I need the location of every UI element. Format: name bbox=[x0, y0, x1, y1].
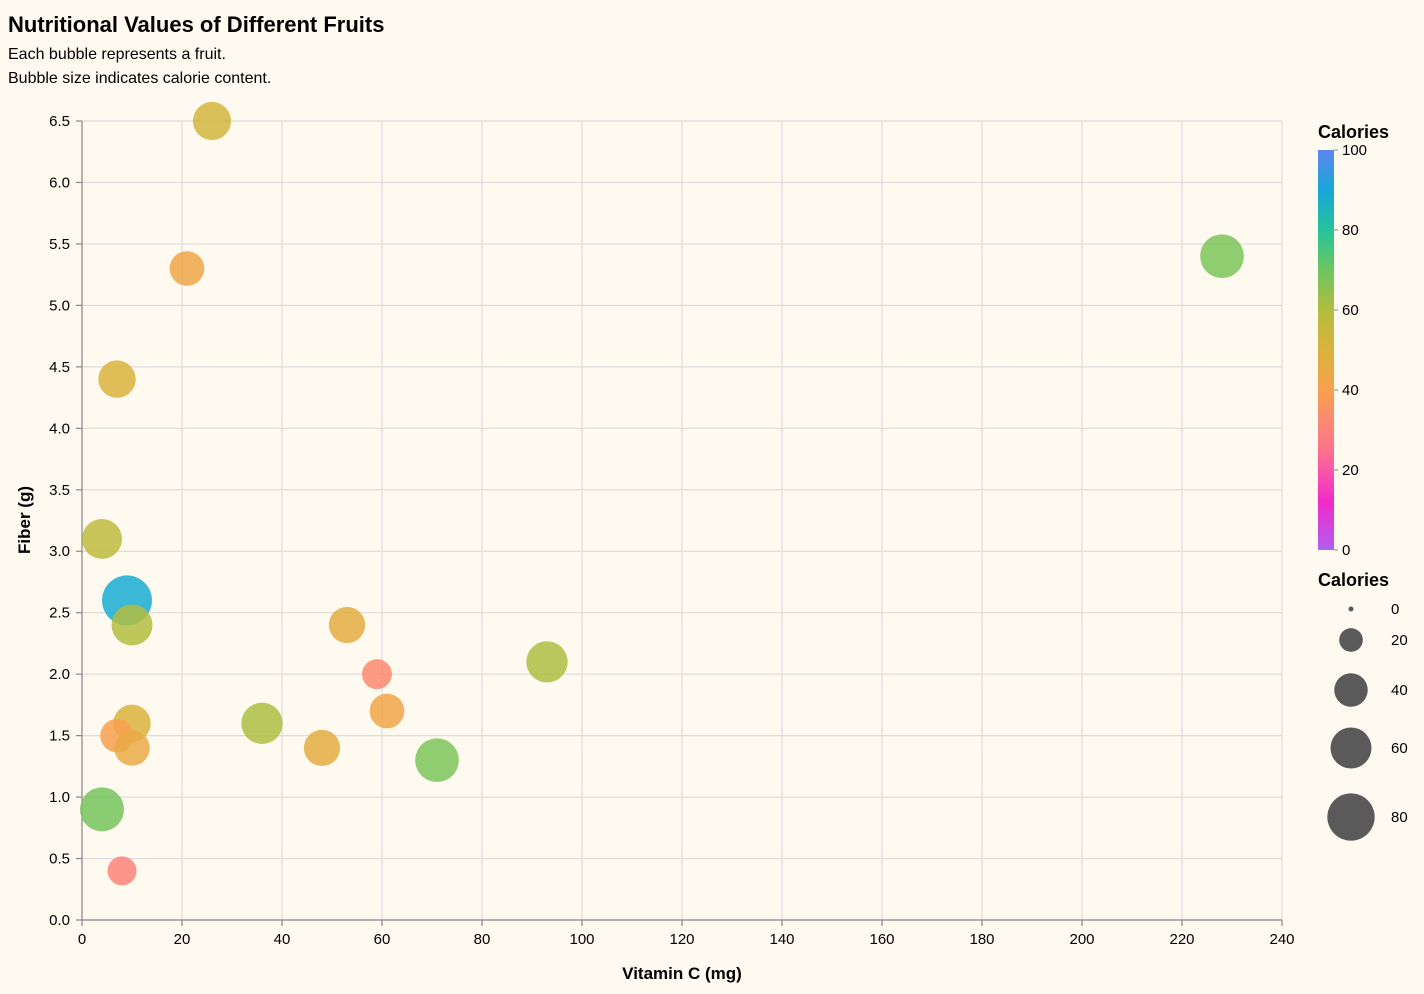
size-legend: Calories 0 20 40 60 80 bbox=[1318, 570, 1408, 841]
fruit-bubble[interactable] bbox=[111, 604, 153, 646]
y-tick-label: 4.5 bbox=[49, 359, 70, 376]
y-tick-label: 0.5 bbox=[49, 851, 70, 868]
fruit-bubble[interactable] bbox=[303, 729, 341, 767]
x-axis-title: Vitamin C (mg) bbox=[622, 964, 742, 983]
color-legend-title: Calories bbox=[1318, 122, 1389, 142]
x-tick-label: 120 bbox=[669, 931, 694, 948]
x-tick-label: 240 bbox=[1269, 931, 1294, 948]
fruit-bubble[interactable] bbox=[107, 856, 137, 886]
chart-title: Nutritional Values of Different Fruits bbox=[8, 12, 384, 37]
y-tick-label: 2.5 bbox=[49, 605, 70, 622]
size-legend-symbol bbox=[1334, 673, 1368, 707]
y-tick-label: 1.0 bbox=[49, 789, 70, 806]
fruit-bubble[interactable] bbox=[114, 730, 150, 766]
y-tick-label: 5.0 bbox=[49, 297, 70, 314]
fruit-bubble[interactable] bbox=[362, 659, 392, 690]
size-legend-symbol bbox=[1327, 793, 1375, 841]
fruit-bubble[interactable] bbox=[369, 693, 405, 729]
size-legend-label: 0 bbox=[1391, 601, 1399, 618]
fruit-bubble[interactable] bbox=[1200, 234, 1244, 279]
fruit-bubble[interactable] bbox=[328, 606, 366, 644]
x-tick-label: 60 bbox=[374, 931, 391, 948]
fruit-bubble[interactable] bbox=[415, 738, 459, 783]
size-legend-label: 60 bbox=[1391, 740, 1408, 757]
size-legend-symbol bbox=[1348, 606, 1354, 612]
fruit-bubble[interactable] bbox=[98, 360, 136, 398]
y-tick-label: 4.0 bbox=[49, 420, 70, 437]
data-points bbox=[80, 101, 1244, 886]
x-tick-label: 40 bbox=[274, 931, 291, 948]
y-tick-label: 2.0 bbox=[49, 666, 70, 683]
y-tick-label: 6.0 bbox=[49, 174, 70, 191]
size-legend-symbol bbox=[1330, 727, 1372, 769]
size-legend-label: 40 bbox=[1391, 682, 1408, 699]
fruit-bubble[interactable] bbox=[80, 787, 124, 832]
fruit-bubble[interactable] bbox=[82, 518, 122, 559]
color-legend-gradient bbox=[1318, 150, 1334, 550]
x-tick-label: 200 bbox=[1069, 931, 1094, 948]
x-tick-label: 220 bbox=[1169, 931, 1194, 948]
size-legend-label: 20 bbox=[1391, 632, 1408, 649]
size-legend-label: 80 bbox=[1391, 809, 1408, 826]
color-legend: Calories 0 20 40 60 80 100 bbox=[1318, 122, 1389, 559]
axes: 0 20 40 60 80 100 120 140 160 180 200 220 240 0.0 0.5 1… bbox=[49, 113, 1294, 948]
grid bbox=[81, 120, 1283, 921]
color-legend-label: 80 bbox=[1342, 222, 1359, 239]
x-tick-label: 20 bbox=[174, 931, 191, 948]
x-tick-label: 160 bbox=[869, 931, 894, 948]
y-tick-label: 0.0 bbox=[49, 912, 70, 929]
color-legend-label: 60 bbox=[1342, 302, 1359, 319]
y-tick-label: 6.5 bbox=[49, 113, 70, 130]
x-tick-label: 0 bbox=[78, 931, 86, 948]
y-tick-label: 5.5 bbox=[49, 236, 70, 253]
x-tick-label: 100 bbox=[569, 931, 594, 948]
y-tick-label: 3.0 bbox=[49, 543, 70, 560]
color-legend-label: 0 bbox=[1342, 542, 1350, 559]
size-legend-symbol bbox=[1339, 628, 1363, 652]
x-tick-label: 180 bbox=[969, 931, 994, 948]
chart-subtitle-line-1: Each bubble represents a fruit. bbox=[8, 46, 226, 63]
color-legend-label: 40 bbox=[1342, 382, 1359, 399]
fruit-bubble[interactable] bbox=[192, 101, 232, 141]
y-axis-title: Fiber (g) bbox=[15, 486, 34, 554]
x-tick-label: 80 bbox=[474, 931, 491, 948]
x-tick-label: 140 bbox=[769, 931, 794, 948]
fruit-bubble[interactable] bbox=[526, 641, 568, 683]
y-tick-label: 1.5 bbox=[49, 728, 70, 745]
color-legend-label: 100 bbox=[1342, 142, 1367, 159]
fruit-bubble[interactable] bbox=[169, 251, 205, 286]
y-tick-label: 3.5 bbox=[49, 482, 70, 499]
fruit-bubble[interactable] bbox=[241, 702, 283, 744]
size-legend-title: Calories bbox=[1318, 570, 1389, 590]
chart-subtitle-line-2: Bubble size indicates calorie content. bbox=[8, 70, 271, 87]
color-legend-label: 20 bbox=[1342, 462, 1359, 479]
